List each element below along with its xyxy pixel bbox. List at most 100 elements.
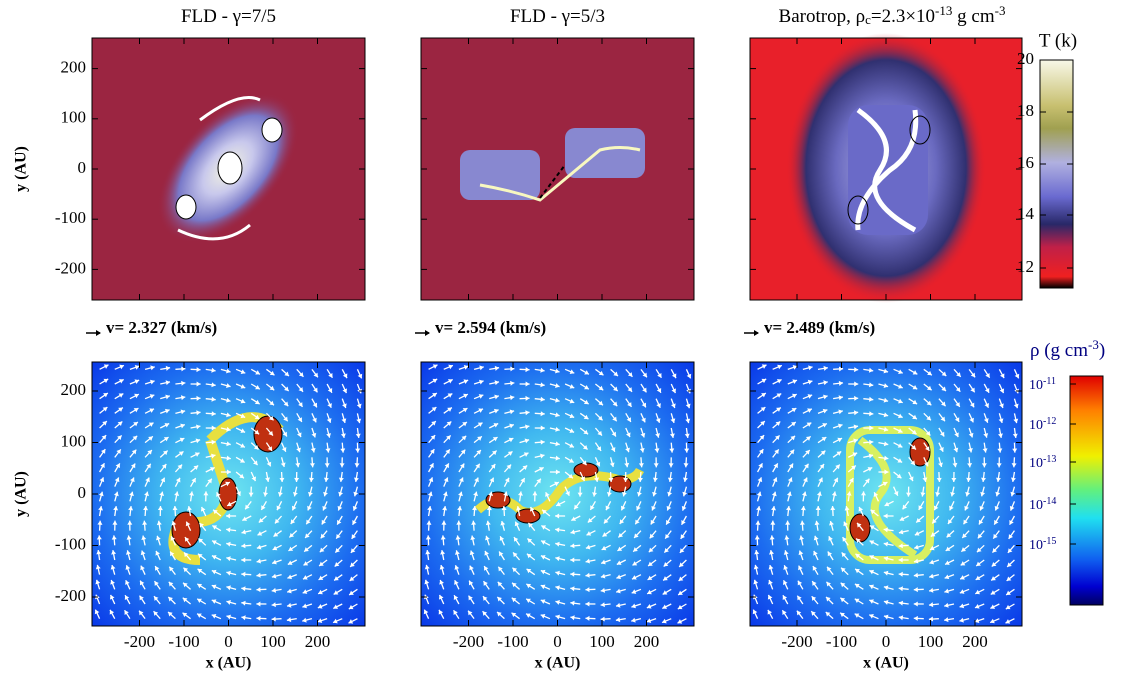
x-tick-label: 200: [962, 632, 988, 651]
velocity-arrowhead: [617, 546, 623, 551]
velocity-arrowhead: [665, 533, 670, 539]
velocity-arrowhead: [898, 398, 903, 404]
velocity-arrowhead: [185, 521, 191, 527]
velocity-arrowhead: [782, 610, 787, 615]
velocity-arrowhead: [926, 415, 931, 421]
velocity-arrowhead: [118, 393, 124, 398]
velocity-arrowhead: [305, 533, 310, 538]
velocity-arrowhead: [619, 519, 625, 524]
velocity-arrowhead: [140, 565, 145, 571]
velocity-arrowhead: [447, 379, 453, 384]
velocity-arrowhead: [825, 611, 831, 617]
velocity-arrowhead: [178, 451, 184, 456]
velocity-arrowhead: [307, 505, 312, 511]
velocity-arrowhead: [165, 394, 170, 400]
panel-title: Barotrop, ρc=2.3×10-13 g cm-3: [779, 3, 1006, 27]
velocity-arrowhead: [112, 520, 118, 525]
velocity-arrowhead: [211, 411, 216, 417]
density-colorbar-label: ρ (g cm-3): [1030, 337, 1105, 361]
velocity-arrowhead: [102, 407, 108, 412]
velocity-arrowhead: [432, 364, 438, 369]
velocity-arrowhead: [128, 506, 134, 511]
velocity-arrowhead: [570, 557, 575, 563]
velocity-arrowhead: [570, 543, 575, 549]
velocity-arrowhead: [555, 556, 560, 562]
velocity-arrowhead: [156, 520, 162, 526]
temperature-tick-label: 14: [1017, 204, 1035, 223]
density-tick-label: 10-11: [1029, 376, 1056, 393]
velocity-arrowhead: [641, 417, 646, 423]
velocity-arrowhead: [1005, 604, 1011, 610]
velocity-arrowhead: [631, 589, 637, 594]
x-tick-label: 100: [589, 632, 615, 651]
velocity-arrowhead: [941, 371, 947, 377]
velocity-arrowhead: [681, 520, 686, 525]
velocity-arrowhead: [125, 580, 130, 585]
velocity-arrowhead: [1006, 576, 1012, 581]
velocity-arrowhead: [134, 379, 140, 385]
velocity-arrowhead: [527, 538, 533, 544]
velocity-arrowhead: [902, 504, 908, 510]
velocity-arrowhead: [349, 576, 355, 581]
velocity-arrowhead: [596, 446, 602, 451]
velocity-arrowhead: [240, 384, 246, 389]
velocity-arrowhead: [115, 463, 120, 469]
velocity-arrowhead: [854, 583, 860, 589]
velocity-arrowhead: [1013, 418, 1019, 424]
velocity-arrowhead: [869, 569, 875, 575]
velocity-arrowhead: [829, 521, 834, 526]
velocity-arrowhead: [580, 476, 586, 482]
velocity-arrowhead: [522, 465, 528, 470]
velocity-arrowhead: [570, 600, 575, 606]
velocity-arrowhead: [990, 604, 996, 609]
velocity-arrowhead: [758, 463, 763, 468]
velocity-arrowhead: [823, 365, 828, 371]
velocity-arrowhead: [884, 501, 890, 507]
velocity-arrowhead: [985, 373, 990, 378]
velocity-arrowhead: [306, 519, 311, 525]
velocity-arrowhead: [102, 421, 107, 426]
velocity-arrowhead: [308, 491, 313, 497]
velocity-arrowhead: [240, 398, 246, 404]
velocity-arrowhead: [837, 437, 843, 443]
velocity-arrowhead: [792, 379, 798, 385]
velocity-arrowhead: [648, 547, 654, 553]
velocity-arrowhead: [663, 576, 668, 581]
velocity-arrowhead: [211, 382, 216, 388]
velocity-arrowhead: [103, 364, 109, 369]
velocity-arrowhead: [999, 388, 1005, 394]
velocity-arrowhead: [459, 463, 465, 469]
velocity-arrowhead: [601, 545, 607, 551]
velocity-arrowhead: [642, 372, 647, 378]
velocity-label: v= 2.327 (km/s): [106, 318, 217, 337]
velocity-arrowhead: [257, 531, 263, 536]
velocity-arrowhead: [196, 367, 201, 373]
velocity-arrowhead: [822, 408, 828, 414]
velocity-arrowhead: [256, 587, 261, 593]
velocity-arrowhead: [597, 415, 603, 421]
velocity-arrowhead: [263, 492, 269, 497]
velocity-arrowhead: [181, 366, 186, 372]
velocity-arrowhead: [610, 447, 616, 452]
velocity-arrowhead: [446, 421, 452, 426]
temperature-tick-label: 12: [1017, 257, 1034, 276]
velocity-arrowhead: [869, 555, 875, 560]
velocity-arrowhead: [511, 597, 517, 603]
velocity-arrowhead: [181, 380, 186, 386]
velocity-arrowhead: [912, 399, 918, 405]
velocity-arrowhead: [170, 536, 176, 541]
velocity-arrowhead: [494, 380, 500, 386]
velocity-arrowhead: [225, 481, 230, 487]
velocity-arrowhead: [213, 509, 218, 515]
velocity-arrowhead: [853, 410, 859, 416]
velocity-arrowhead: [140, 550, 146, 556]
velocity-arrowhead: [821, 437, 827, 442]
velocity-arrowhead: [1014, 373, 1020, 379]
velocity-arrowhead: [647, 575, 653, 580]
velocity-arrowhead: [340, 448, 346, 453]
velocity-arrowhead: [1010, 477, 1016, 482]
velocity-arrowhead: [95, 564, 101, 570]
velocity-arrowhead: [98, 491, 104, 497]
velocity-arrowhead: [312, 417, 317, 423]
velocity-arrowhead: [101, 435, 107, 440]
